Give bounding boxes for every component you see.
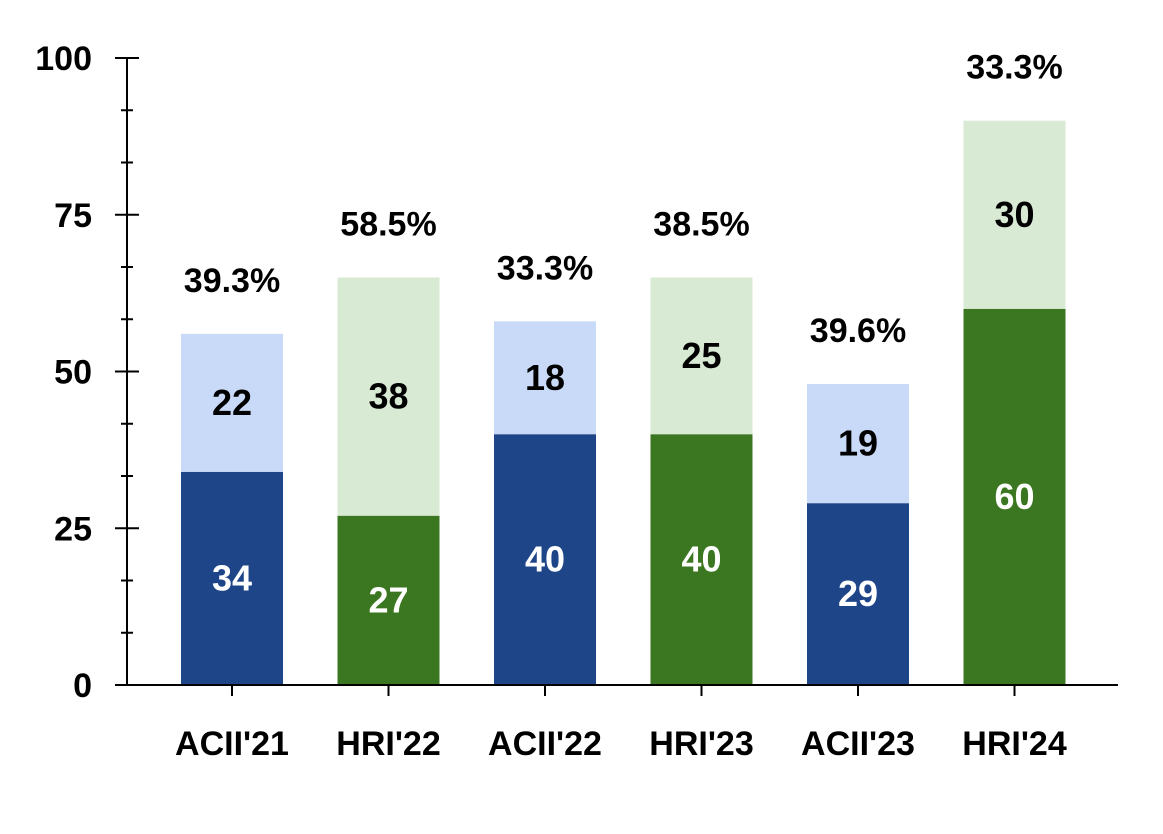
bar-bottom-label-1: 27 (368, 579, 408, 620)
bar-bottom-5 (963, 308, 1066, 685)
bar-top-label-4: 19 (838, 423, 878, 464)
percent-label-0: 39.3% (184, 262, 280, 300)
bar-top-label-1: 38 (368, 376, 408, 417)
bar-top-5 (963, 120, 1066, 309)
x-tick-label-5: HRI'24 (962, 725, 1067, 763)
bar-top-label-2: 18 (525, 357, 565, 398)
bar-bottom-0 (181, 471, 283, 685)
y-tick-label-1: 25 (54, 510, 92, 548)
percent-label-4: 39.6% (810, 312, 906, 350)
bar-bottom-2 (494, 434, 596, 685)
axes-group: 0 25 50 75 100 (35, 40, 1118, 705)
x-tick-label-3: HRI'23 (649, 725, 753, 763)
bar-top-label-3: 25 (681, 335, 721, 376)
percent-label-5: 33.3% (966, 49, 1062, 87)
percent-label-3: 38.5% (653, 205, 749, 243)
bar-bottom-label-3: 40 (681, 539, 721, 580)
x-tick-label-2: ACII'22 (488, 725, 602, 763)
bar-bottom-label-4: 29 (838, 573, 878, 614)
bar-bottom-label-5: 60 (994, 476, 1034, 517)
y-tick-label-4: 100 (35, 40, 92, 78)
percent-label-2: 33.3% (497, 249, 593, 287)
y-tick-label-0: 0 (73, 667, 92, 705)
bar-top-3 (650, 277, 753, 435)
labels-group: 34 22 39.3% ACII'21 27 38 58.5% HRI'22 40 18 33.3%… (175, 49, 1067, 763)
bar-top-2 (494, 321, 596, 435)
bar-top-0 (181, 333, 283, 472)
y-tick-label-3: 75 (54, 197, 92, 235)
bar-bottom-3 (650, 434, 753, 685)
y-tick-label-2: 50 (54, 354, 92, 392)
bar-bottom-4 (807, 503, 909, 685)
bar-top-4 (807, 384, 909, 504)
bars-group (181, 120, 1066, 685)
x-tick-label-1: HRI'22 (336, 725, 440, 763)
bar-bottom-label-2: 40 (525, 539, 565, 580)
bar-top-label-5: 30 (994, 194, 1034, 235)
x-tick-label-0: ACII'21 (175, 725, 289, 763)
bar-top-1 (337, 277, 440, 516)
bar-bottom-1 (337, 515, 440, 685)
bar-bottom-label-0: 34 (212, 557, 252, 598)
bar-top-label-0: 22 (212, 382, 252, 423)
percent-label-1: 58.5% (340, 205, 436, 243)
x-tick-label-4: ACII'23 (801, 725, 915, 763)
